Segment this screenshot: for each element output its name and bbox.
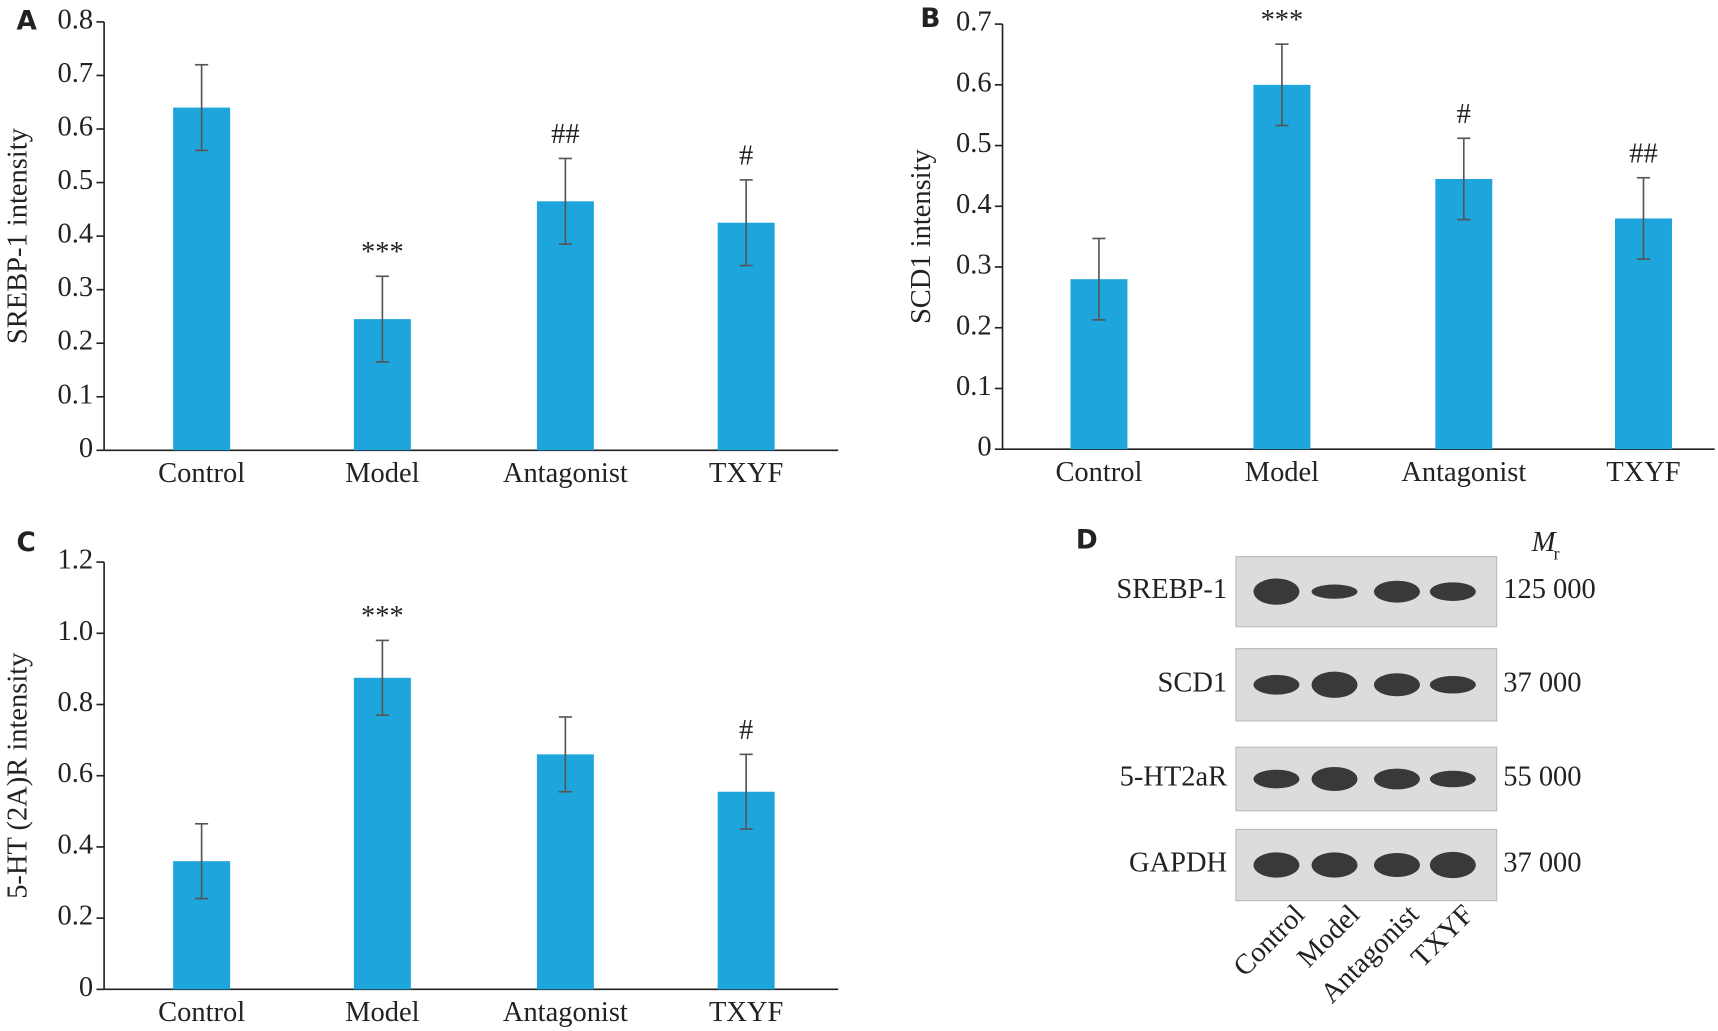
- y-tick-label: 0.6: [58, 758, 94, 789]
- blot-band: [1253, 852, 1300, 878]
- bar: [1253, 84, 1311, 450]
- y-tick-label: 0.6: [58, 112, 94, 143]
- significance-label: ***: [361, 601, 404, 632]
- x-tick-label: Model: [345, 997, 419, 1028]
- blot-band: [1253, 769, 1300, 789]
- blot-mr-value: 37 000: [1503, 848, 1581, 879]
- x-tick-label: Control: [158, 997, 245, 1028]
- significance-label: #: [739, 715, 753, 746]
- blot-band: [1373, 768, 1420, 790]
- y-tick-label: 0.1: [956, 371, 992, 402]
- mr-label-sub: r: [1554, 544, 1560, 564]
- y-tick-label: 0.5: [58, 165, 94, 196]
- blot-band: [1311, 852, 1358, 878]
- x-tick-label: Control: [1055, 457, 1142, 488]
- blot-row-label: SREBP-1: [1116, 574, 1227, 605]
- bar: [353, 677, 411, 990]
- y-tick-label: 0: [79, 972, 93, 1003]
- significance-label: ***: [361, 237, 404, 268]
- x-tick-label: Model: [1245, 457, 1319, 488]
- panel-label: C: [16, 528, 35, 558]
- blot-mr-value: 55 000: [1503, 762, 1581, 793]
- y-tick-label: 0: [977, 432, 991, 463]
- x-tick-label: Antagonist: [1401, 457, 1526, 488]
- y-tick-label: 0.8: [58, 687, 94, 718]
- y-tick-label: 0.3: [58, 272, 94, 303]
- blot-row-label: SCD1: [1158, 667, 1228, 698]
- y-tick-label: 0.5: [956, 128, 992, 159]
- blot-lane-label: Control: [1228, 899, 1311, 982]
- panel-label: A: [16, 6, 37, 36]
- y-axis-label: SREBP-1 intensity: [2, 127, 33, 344]
- y-tick-label: 0.4: [58, 219, 94, 250]
- blot-band: [1429, 851, 1476, 879]
- y-tick-label: 0.4: [956, 189, 992, 220]
- bar: [1435, 178, 1493, 450]
- panel-label: D: [1076, 526, 1098, 556]
- x-tick-label: Antagonist: [503, 458, 628, 489]
- y-tick-label: 0.7: [58, 58, 94, 89]
- y-tick-label: 0.2: [58, 326, 94, 357]
- blot-mr-value: 125 000: [1503, 574, 1596, 605]
- significance-label: #: [1457, 99, 1471, 130]
- blot-band: [1253, 674, 1300, 695]
- blot-band: [1429, 770, 1476, 788]
- y-axis-label: 5-HT (2A)R intensity: [2, 652, 33, 899]
- blot-row-label: 5-HT2aR: [1120, 762, 1228, 793]
- blot-band: [1311, 584, 1358, 599]
- mr-label: M: [1531, 527, 1558, 558]
- significance-label: ##: [551, 119, 579, 150]
- y-tick-label: 0.6: [956, 67, 992, 98]
- y-tick-label: 0.3: [956, 250, 992, 281]
- x-tick-label: Control: [158, 458, 245, 489]
- x-tick-label: TXYF: [709, 458, 783, 489]
- blot-band: [1373, 580, 1420, 603]
- y-tick-label: 0.4: [58, 829, 94, 860]
- blot-mr-value: 37 000: [1503, 667, 1581, 698]
- significance-label: ##: [1629, 138, 1657, 169]
- significance-label: ***: [1261, 5, 1304, 36]
- x-tick-label: TXYF: [1606, 457, 1680, 488]
- x-tick-label: TXYF: [709, 997, 783, 1028]
- blot-band: [1311, 671, 1358, 698]
- y-axis-label: SCD1 intensity: [906, 149, 937, 325]
- y-tick-label: 0.8: [58, 4, 94, 35]
- blot-band: [1253, 578, 1300, 605]
- y-tick-label: 0: [79, 433, 93, 464]
- blot-band: [1373, 673, 1420, 697]
- y-tick-label: 0.2: [58, 901, 94, 932]
- x-tick-label: Model: [345, 458, 419, 489]
- blot-band: [1429, 582, 1476, 601]
- panel-label: B: [920, 4, 940, 34]
- blot-row-label: GAPDH: [1129, 848, 1227, 879]
- y-tick-label: 1.0: [58, 616, 94, 647]
- blot-lane-label: TXYF: [1405, 899, 1479, 973]
- significance-label: #: [739, 141, 753, 172]
- y-tick-label: 0.7: [956, 7, 992, 38]
- bar: [536, 754, 594, 990]
- y-tick-label: 1.2: [58, 545, 94, 576]
- blot-band: [1311, 766, 1358, 792]
- blot-band: [1373, 852, 1420, 878]
- bar: [173, 107, 231, 451]
- blot-band: [1429, 676, 1476, 694]
- y-tick-label: 0.2: [956, 310, 992, 341]
- x-tick-label: Antagonist: [503, 997, 628, 1028]
- y-tick-label: 0.1: [58, 379, 94, 410]
